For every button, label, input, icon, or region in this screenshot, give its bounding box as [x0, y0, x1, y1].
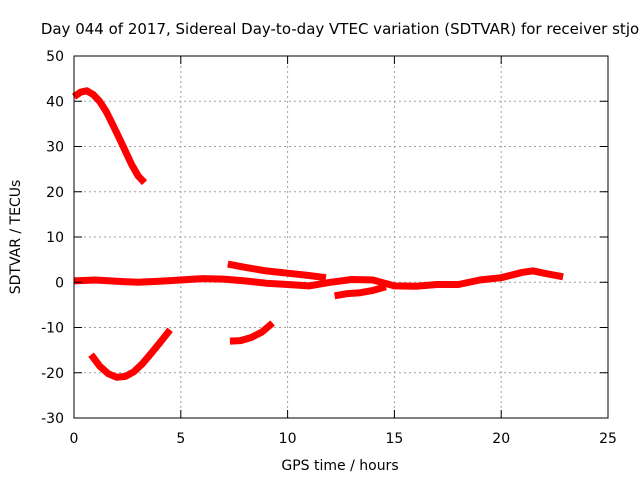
y-tick-label: 0	[55, 275, 64, 291]
y-tick-label: -10	[41, 321, 64, 337]
y-tick-label: 20	[46, 185, 64, 201]
x-tick-labels: 0 5 10 15 20 25	[70, 431, 617, 447]
x-tick-label: 10	[279, 431, 297, 447]
series-arc-upper-mid	[227, 260, 327, 282]
x-tick-label: 0	[70, 431, 79, 447]
x-tick-label: 5	[176, 431, 185, 447]
y-tick-label: 50	[46, 49, 64, 65]
y-tick-labels: -30 -20 -10 0 10 20 30 40 50	[41, 49, 64, 427]
series-arc-lower-mid	[334, 283, 387, 300]
data-series	[71, 87, 564, 381]
y-tick-label: 30	[46, 140, 64, 156]
x-tick-label: 25	[599, 431, 617, 447]
series-arc-low-mid	[229, 320, 275, 345]
chart-title: Day 044 of 2017, Sidereal Day-to-day VTE…	[41, 20, 639, 38]
x-tick-label: 20	[492, 431, 510, 447]
tick-marks	[73, 55, 609, 419]
y-tick-label: -20	[41, 366, 64, 382]
series-arc-high-early	[71, 87, 148, 186]
y-tick-label: 40	[46, 94, 64, 110]
x-tick-label: 15	[385, 431, 403, 447]
x-axis-label: GPS time / hours	[281, 458, 398, 474]
series-arc-low-early	[88, 327, 173, 381]
gridlines	[74, 56, 608, 418]
y-tick-label: -30	[41, 411, 64, 427]
y-tick-label: 10	[46, 230, 64, 246]
y-axis-label: SDTVAR / TECUs	[8, 180, 24, 295]
series-baseline	[73, 267, 564, 290]
